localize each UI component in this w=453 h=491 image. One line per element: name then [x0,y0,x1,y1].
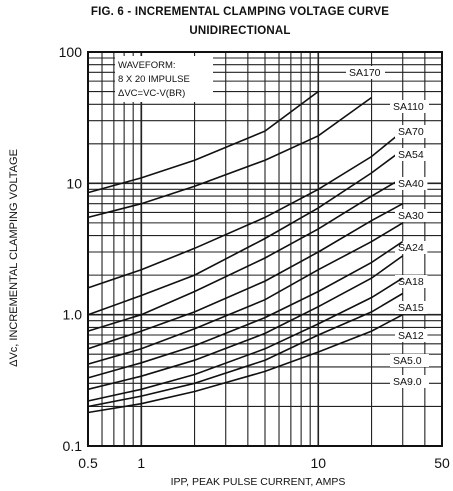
series-line-sa110 [87,96,373,219]
series-line-sa30 [87,202,404,350]
chart-title: FIG. 6 - INCREMENTAL CLAMPING VOLTAGE CU… [90,6,390,18]
series-label-bg [395,125,428,138]
y-tick-label: 1.0 [63,307,83,323]
series-label: SA5.0 [393,355,422,367]
series-label-bg [390,354,429,367]
x-axis-label: IPP, PEAK PULSE CURRENT, AMPS [171,476,346,488]
series-label-bg [390,100,429,113]
x-tick-label: 50 [434,455,450,471]
series-line-sa54 [87,149,404,316]
series-label: SA170 [349,67,381,79]
series-label: SA9.0 [393,376,422,388]
series-label-bg [395,275,428,288]
series-line-sa18 [87,240,404,379]
annotation-line: ΔVC=VC-V(BR) [118,88,185,99]
series-label: SA12 [398,330,424,342]
y-tick-label: 0.1 [63,438,83,454]
annotation-box [115,56,213,102]
series-label-bg [395,241,428,254]
x-tick-label: 10 [310,455,326,471]
series-label: SA30 [398,210,424,222]
series-label: SA15 [398,302,424,314]
y-tick-label: 10 [66,175,82,191]
plot-frame [87,51,443,447]
series-line-sa170 [87,90,319,194]
series-label: SA110 [393,101,424,113]
x-tick-label: 1 [137,455,145,471]
series-label-bg [395,209,428,222]
series-label: SA18 [398,276,424,288]
series-line-sa12 [87,277,404,402]
annotation-line: WAVEFORM: [118,60,176,71]
series-line-sa9-0 [87,313,404,414]
x-tick-label: 0.5 [78,455,98,471]
series-label-bg [395,148,428,161]
series-line-sa15 [87,255,404,391]
series-line-sa40 [87,177,404,332]
series-label: SA54 [398,149,424,161]
series-label: SA40 [398,178,424,190]
series-label-bg [346,66,385,79]
series-label-bg [390,375,429,388]
series-line-sa70 [87,130,404,289]
y-tick-label: 100 [59,44,83,60]
series-label-bg [395,301,428,314]
chart-subtitle: UNIDIRECTIONAL [189,25,291,37]
annotation-line: 8 X 20 IMPULSE [118,74,190,85]
series-line-sa5-0 [87,292,404,408]
series-line-sa24 [87,222,404,365]
series-label: SA24 [398,242,424,254]
series-label-bg [395,329,428,342]
series-label: SA70 [398,126,424,138]
series-label-bg [395,177,428,190]
